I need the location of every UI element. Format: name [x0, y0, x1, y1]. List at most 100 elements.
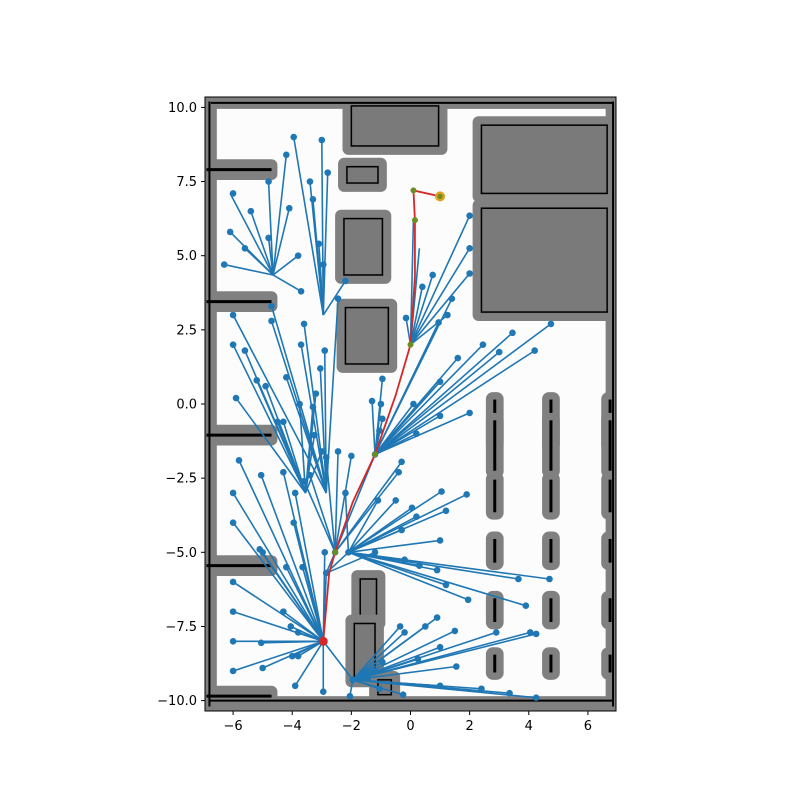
tree-node — [466, 212, 473, 219]
tree-edge — [334, 471, 400, 553]
y-tick-label: −5.0 — [165, 546, 197, 561]
path-line — [322, 189, 441, 642]
y-tick-label: 7.5 — [176, 175, 197, 190]
tree-node — [433, 566, 441, 574]
y-tick-label: 5.0 — [176, 249, 197, 264]
tree-node — [376, 427, 383, 434]
tree-node — [229, 489, 237, 497]
tree-node — [334, 295, 342, 303]
block-lower-b-core — [352, 622, 377, 680]
x-tick-label: −6 — [224, 719, 243, 734]
tree-node — [290, 519, 298, 526]
tree-node — [229, 341, 237, 348]
tree-node — [395, 468, 402, 476]
tree-edge — [232, 610, 324, 643]
tree-node — [413, 430, 420, 437]
tree-node — [309, 196, 317, 203]
tree-edge — [352, 631, 406, 681]
tree-edge — [374, 349, 536, 456]
tree-edge — [232, 344, 307, 494]
block-square-wall — [344, 306, 390, 365]
tree-node — [322, 569, 330, 577]
tree-node — [342, 489, 349, 497]
tree-node — [392, 497, 400, 504]
y-axis: −10.0 −7.5 −5.0 −2.5 0.0 2.5 5.0 7.5 10.0 — [157, 101, 205, 709]
tree-edge — [409, 272, 471, 346]
tree-edge — [348, 510, 447, 554]
tree-edge — [348, 493, 468, 554]
tree-edge — [272, 208, 291, 276]
x-tick-label: 4 — [525, 719, 533, 734]
tree-node — [259, 664, 266, 672]
tree-node — [229, 667, 237, 675]
tree-edge — [322, 280, 347, 316]
tree-node — [479, 341, 487, 348]
tree-node — [453, 663, 460, 670]
x-tick-label: −2 — [342, 719, 361, 734]
tree-node — [438, 488, 445, 495]
tree-node — [444, 311, 451, 319]
block-mid-left-wall — [343, 217, 384, 276]
tree-node — [414, 655, 422, 663]
tree-node — [290, 133, 298, 141]
tree-node — [280, 608, 287, 615]
tree-nodes — [220, 133, 555, 701]
tree-node — [283, 563, 290, 571]
tree-node — [413, 513, 420, 521]
start-marker — [318, 636, 328, 646]
tree-edge — [334, 455, 353, 553]
tree-node — [342, 277, 349, 285]
tree-node — [433, 614, 441, 621]
y-tick-label: 0.0 — [176, 398, 197, 413]
tree-edge — [352, 633, 537, 681]
y-tick-label: −7.5 — [165, 620, 197, 635]
tree-node — [515, 575, 522, 583]
tree-node — [311, 431, 318, 439]
tree-edge — [409, 247, 471, 346]
tree-edge — [304, 406, 314, 494]
tree-node — [297, 287, 305, 295]
tree-node — [348, 452, 355, 460]
tree-node — [229, 578, 237, 586]
tree-edge — [232, 522, 324, 642]
block-square-core — [343, 306, 390, 366]
tree-node — [416, 562, 423, 569]
tree-node — [265, 234, 272, 242]
tree-edge — [352, 679, 537, 699]
tree-node — [334, 448, 342, 455]
tree-node — [297, 341, 305, 348]
tree-edge — [374, 344, 484, 455]
tree-edge — [282, 472, 325, 642]
tree-node — [296, 400, 303, 408]
tree-node — [247, 207, 255, 215]
tree-node — [448, 295, 456, 303]
tree-node — [268, 317, 275, 325]
tree-node — [287, 623, 295, 630]
tree-node — [379, 415, 386, 423]
tree-node — [466, 409, 473, 417]
tree-node — [436, 682, 444, 690]
tree-edge — [374, 412, 470, 456]
tree-edge — [334, 451, 339, 553]
x-tick-label: 0 — [406, 719, 414, 734]
tree-edge — [348, 539, 441, 554]
tree-edge — [272, 274, 302, 292]
tree-edge — [352, 625, 401, 681]
tree-node — [396, 623, 404, 630]
tree-node — [532, 694, 540, 701]
tree-node — [229, 637, 237, 645]
tree-edge — [232, 581, 324, 642]
tree-node — [376, 685, 383, 693]
tree-node — [291, 682, 299, 690]
x-tick-label: −4 — [283, 719, 302, 734]
tree-node — [321, 347, 329, 354]
tree-node — [294, 652, 302, 660]
tree-node — [322, 454, 330, 461]
tree-edge — [409, 314, 448, 346]
room-top-left-wall — [350, 105, 440, 147]
tree-edge — [312, 199, 325, 316]
tree-node — [280, 418, 287, 426]
tree-node — [421, 623, 429, 630]
tree-node — [241, 244, 249, 252]
tree-node — [526, 629, 534, 636]
